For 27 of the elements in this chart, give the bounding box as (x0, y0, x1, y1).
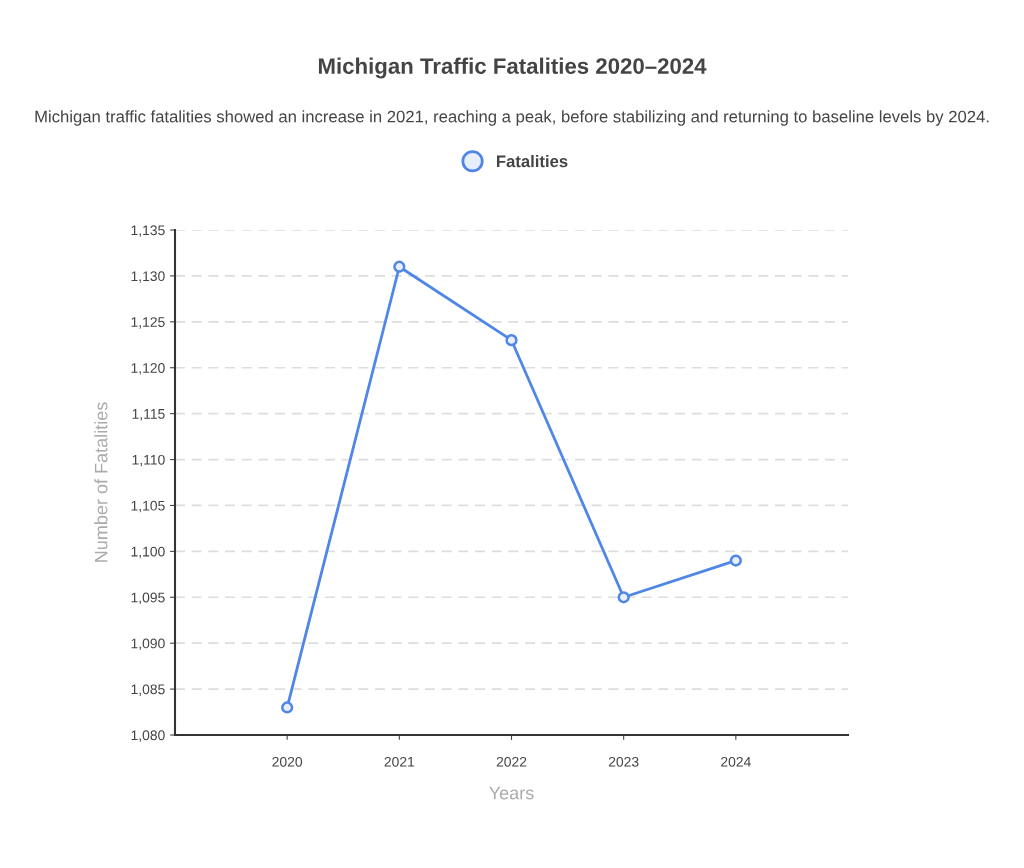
y-tick-label: 1,130 (131, 271, 165, 283)
point (617, 591, 630, 604)
point (505, 334, 518, 347)
x-tick-label: 2024 (721, 756, 751, 767)
y-tick-label: 1,105 (131, 500, 165, 513)
point (393, 260, 406, 273)
y-tick-label: 1,095 (131, 592, 165, 605)
y-tick-label: 1,125 (131, 317, 165, 329)
y-tick-label: 1,120 (131, 363, 165, 375)
x-tick-label: 2020 (272, 756, 303, 767)
y-tick-label: 1,100 (131, 546, 165, 559)
x-tick-label: 2022 (496, 756, 527, 767)
y-tick-label: 1,085 (131, 684, 165, 696)
x-axis-title: Years (489, 786, 534, 800)
y-axis-title: Number of Fatalities (94, 402, 108, 562)
legend-label: Fatalities (496, 155, 568, 168)
chart-title: Michigan Traffic Fatalities 2020–2024 (318, 57, 707, 79)
y-tick-label: 1,115 (132, 409, 165, 421)
y-tick-label: 1,135 (131, 225, 165, 237)
x-tick-label: 2023 (608, 756, 639, 767)
y-tick-label: 1,110 (132, 454, 165, 467)
y-tick-label: 1,090 (131, 638, 165, 650)
y-tick-label: 1,080 (131, 730, 165, 742)
chart-subtitle: Michigan traffic fatalities showed an increase in 2021, reaching a peak, before stabilizing and returning to baseline levels by 2024. (35, 110, 989, 126)
point (281, 701, 294, 714)
point (729, 554, 742, 567)
x-tick-label: 2021 (384, 756, 415, 767)
